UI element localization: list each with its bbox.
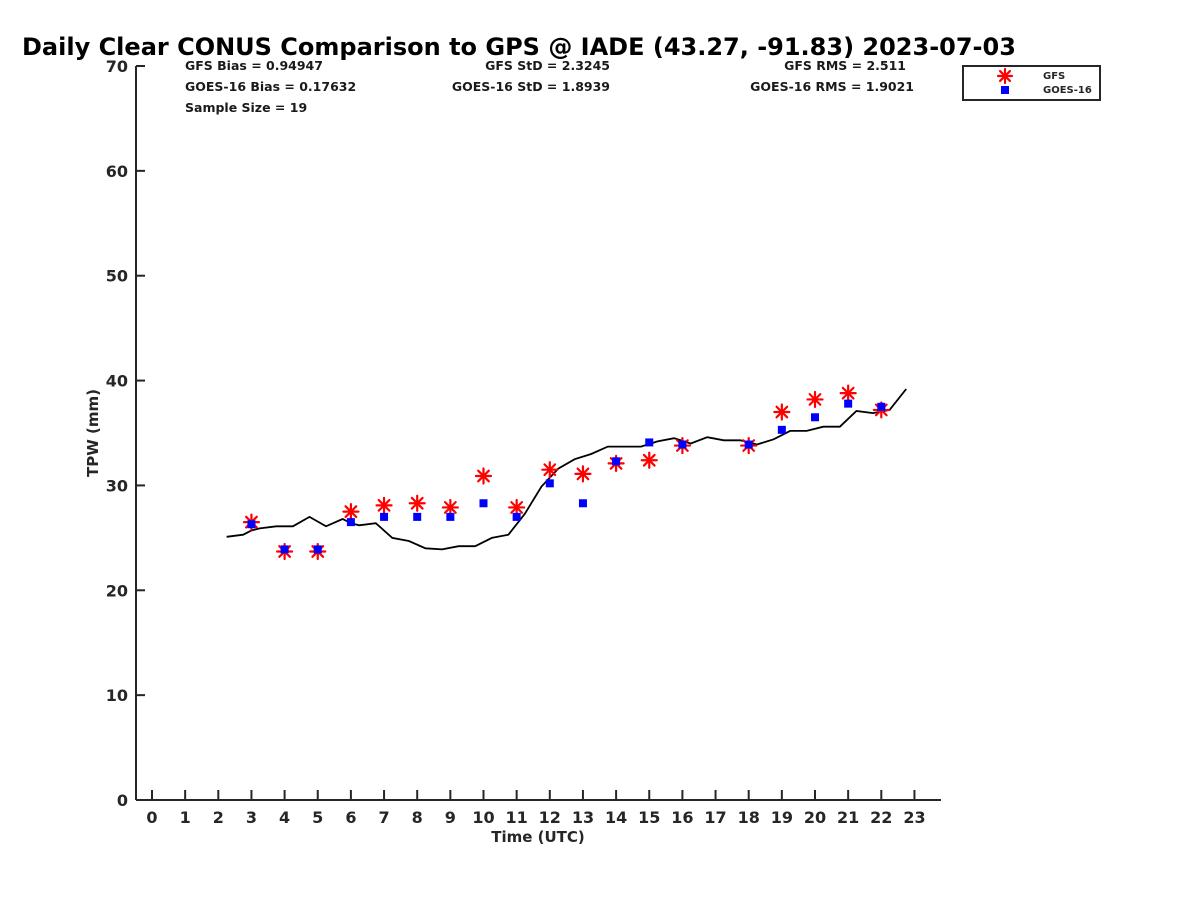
data-series [226,384,907,561]
y-tick-label-10: 10 [106,686,128,705]
x-tick-label-19: 19 [771,808,793,827]
goes-16-point-15 [645,438,654,447]
y-ticks: 0 10 20 30 40 50 60 70 [106,57,145,810]
y-tick-label-30: 30 [106,476,128,495]
gfs-point-13 [574,465,592,483]
gfs-point-9 [441,498,459,517]
gfs-point-10 [474,467,493,485]
x-tick-label-13: 13 [572,808,594,827]
x-tick-label-2: 2 [213,808,224,827]
y-tick-label-70: 70 [106,57,128,76]
gfs-bias-text: GFS Bias = 0.94947 [185,58,323,73]
x-tick-label-21: 21 [837,808,859,827]
goes-rms-text: GOES-16 RMS = 1.9021 [750,79,914,94]
x-tick-label-11: 11 [506,808,528,827]
y-tick-label-0: 0 [117,791,128,810]
x-tick-label-14: 14 [605,808,627,827]
x-tick-label-22: 22 [870,808,892,827]
x-tick-label-20: 20 [804,808,826,827]
x-tick-label-18: 18 [738,808,760,827]
legend-gfs-label: GFS [1043,71,1065,82]
goes-16-point-3 [247,520,256,529]
gfs-point-11 [508,498,526,517]
goes-16-point-14 [612,457,621,466]
x-tick-label-1: 1 [180,808,191,827]
gfs-point-8 [408,494,426,512]
goes-16-point-22 [877,402,886,411]
legend-goes-marker [1001,86,1009,94]
y-tick-label-60: 60 [106,162,128,181]
statistics-block: GFS Bias = 0.94947 GOES-16 Bias = 0.1763… [185,58,914,115]
sample-size-text: Sample Size = 19 [185,100,307,115]
x-tick-label-23: 23 [903,808,925,827]
gfs-point-20 [806,390,824,409]
gfs-rms-text: GFS RMS = 2.511 [784,58,906,73]
legend-gfs-asterisk [996,67,1014,85]
goes-16-point-21 [844,399,853,408]
y-axis-label: TPW (mm) [84,389,102,477]
legend-goes-label: GOES-16 [1043,85,1092,96]
gfs-point-7 [375,496,393,514]
x-tick-label-5: 5 [312,808,323,827]
x-tick-label-12: 12 [539,808,561,827]
goes-16-point-18 [744,440,753,449]
y-tick-label-20: 20 [106,581,128,600]
goes-std-text: GOES-16 StD = 1.8939 [452,79,610,94]
goes-16-point-5 [313,545,322,554]
goes-16-point-8 [413,512,422,521]
x-tick-label-3: 3 [246,808,257,827]
gfs-std-text: GFS StD = 2.3245 [485,58,610,73]
goes-16-point-7 [380,512,389,521]
chart-title: Daily Clear CONUS Comparison to GPS @ IA… [22,33,1016,61]
goes-16-point-11 [512,512,521,521]
goes-16-point-9 [446,512,455,521]
x-ticks: 0 1 2 3 4 5 6 7 8 9 10 11 12 13 14 15 16 17 18 19 20 21 22 23 [146,790,926,827]
x-tick-label-6: 6 [345,808,356,827]
goes-16-point-10 [479,499,488,508]
x-tick-label-15: 15 [638,808,660,827]
goes-bias-text: GOES-16 Bias = 0.17632 [185,79,356,94]
y-tick-label-40: 40 [106,372,128,391]
x-tick-label-7: 7 [378,808,389,827]
legend-gfs-marker [996,67,1014,85]
gfs-point-21 [839,384,857,402]
goes-16-point-13 [578,499,587,508]
x-tick-label-9: 9 [445,808,456,827]
legend-box [962,65,1101,101]
x-tick-label-4: 4 [279,808,290,827]
gfs-point-15 [640,451,658,469]
goes-16-point-4 [280,545,289,554]
x-tick-label-0: 0 [146,808,157,827]
goes-16-point-16 [678,440,687,449]
y-tick-label-50: 50 [106,267,128,286]
goes-16-point-12 [545,479,554,488]
goes-16-point-6 [346,518,355,527]
x-tick-label-17: 17 [704,808,726,827]
x-tick-label-10: 10 [472,808,494,827]
x-tick-label-8: 8 [412,808,423,827]
legend: GFS GOES-16 [962,65,1101,101]
x-axis-label: Time (UTC) [491,828,585,846]
gps-line [226,388,907,551]
gfs-point-19 [773,403,791,421]
goes-16-point-20 [811,413,819,422]
gfs-point-12 [541,461,559,479]
goes-16-point-19 [777,425,786,434]
x-tick-label-16: 16 [671,808,693,827]
gfs-point-6 [342,503,360,521]
